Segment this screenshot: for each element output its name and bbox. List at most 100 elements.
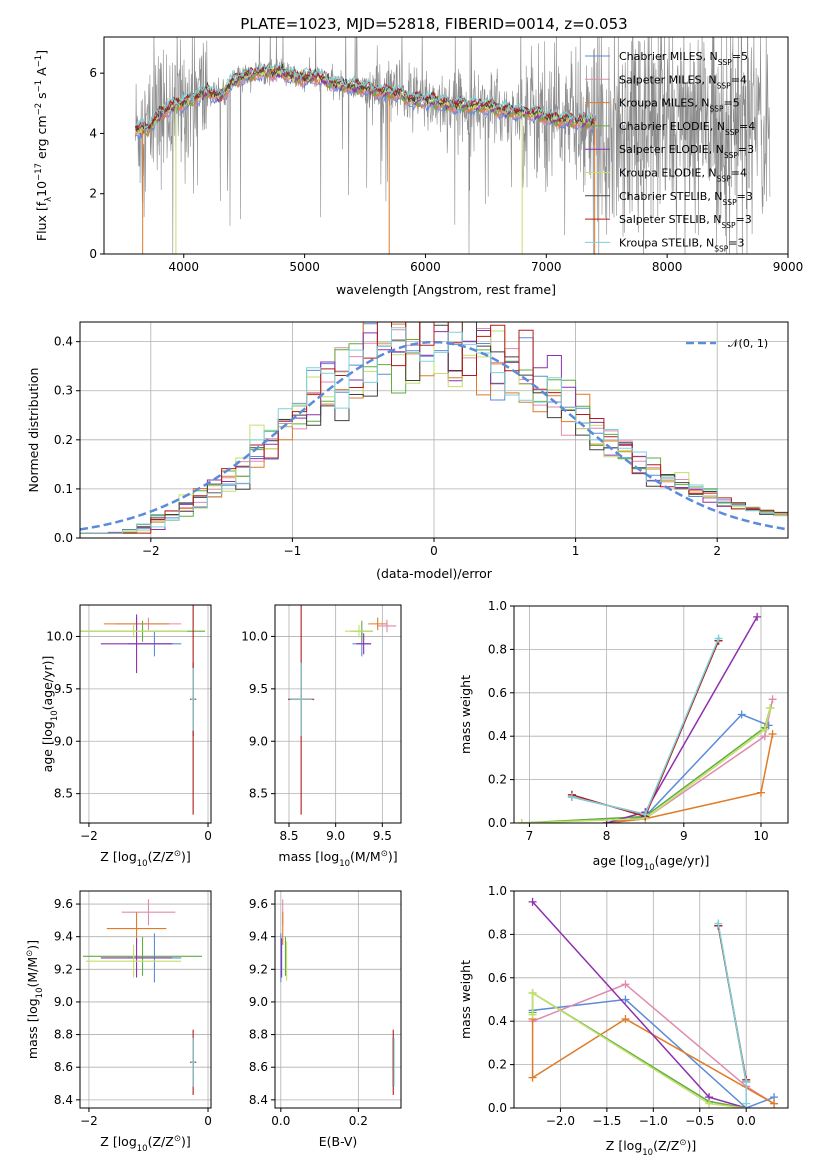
weight-marker — [742, 1099, 751, 1108]
x-axis-label-part: ⊙ — [174, 1134, 181, 1144]
y-axis-label: mass [log10(M/M⊙)] — [25, 940, 45, 1059]
weight-line — [531, 1018, 775, 1105]
y-tick-label: 2 — [89, 187, 97, 201]
y-tick-label: 1.0 — [488, 599, 507, 613]
legend-eq: = — [732, 50, 741, 63]
legend-n: , N — [694, 97, 709, 110]
mass_vs_EBV-panel: 0.0 0.2 8.4 8.6 8.8 9.0 9.2 9.4 9.6 E(B-V) — [249, 890, 402, 1149]
y-axis-label-part: erg cm — [34, 115, 49, 163]
y-tick-label: 0.6 — [488, 686, 507, 700]
figure-title: PLATE=1023, MJD=52818, FIBERID=0014, z=0… — [240, 15, 627, 33]
normal-curve — [80, 340, 788, 531]
x-tick-label: −2.0 — [546, 1114, 575, 1128]
weight-marker — [517, 819, 526, 823]
weight-marker — [705, 1099, 714, 1108]
y-axis-label-part: λ — [44, 197, 54, 202]
y-tick-label: 0.0 — [54, 531, 73, 545]
legend-entry: Salpeter STELIB, NSSP=3 — [619, 213, 752, 230]
y-tick-label: 8.5 — [54, 787, 73, 801]
y-tick-label: 0.8 — [488, 642, 507, 656]
legend-entry-name: Salpeter ELODIE — [619, 143, 709, 156]
y-tick-label: 6 — [89, 66, 97, 80]
x-tick-label: 6000 — [410, 260, 441, 274]
x-tick-label: 0.0 — [271, 1114, 290, 1128]
legend-nssp: 4 — [748, 120, 755, 133]
x-axis-label: wavelength [Angstrom, rest frame] — [336, 282, 556, 297]
legend-nssp: 5 — [741, 50, 748, 63]
y-tick-label: 8.8 — [54, 1028, 73, 1042]
y-tick-label: 0.2 — [488, 773, 507, 787]
spectrum-lines — [135, 37, 771, 254]
weight-line — [521, 707, 771, 823]
legend-entry-name: Chabrier STELIB — [619, 190, 707, 203]
legend-entry: Chabrier ELODIE, NSSP=4 — [619, 120, 755, 137]
y-tick-label: 9.0 — [54, 734, 73, 748]
weight-lines — [528, 897, 779, 1108]
legend-nssp: 3 — [738, 236, 745, 249]
x-tick-label: 4000 — [168, 260, 199, 274]
y-tick-label: 10.0 — [46, 629, 73, 643]
legend-eq: = — [739, 120, 748, 133]
x-axis-label-part: ⊙ — [381, 849, 388, 859]
x-axis-label: E(B-V) — [319, 1134, 358, 1149]
y-tick-label: 8.6 — [54, 1060, 73, 1074]
legend-n: , N — [707, 190, 722, 203]
weight-line — [606, 733, 774, 823]
weight-marker — [714, 919, 723, 928]
x-tick-label: −1.5 — [592, 1114, 621, 1128]
y-axis-label: Normed distribution — [26, 368, 41, 493]
legend-subscript: SSP — [725, 127, 740, 136]
legend-entry: 𝒩(0, 1) — [728, 337, 768, 350]
legend-entry: Kroupa MILES, NSSP=5 — [619, 97, 740, 114]
x-tick-label: 0.0 — [737, 1114, 756, 1128]
y-axis-label-part: −1 — [34, 55, 44, 68]
y-tick-label: 9.6 — [54, 897, 73, 911]
x-axis-label-part: )] — [181, 1134, 191, 1149]
x-axis-label-part: mass [log — [278, 849, 339, 864]
legend-nssp: 4 — [740, 167, 747, 180]
y-tick-label: 9.6 — [249, 897, 268, 911]
x-tick-label: 10 — [753, 829, 768, 843]
legend-nssp: 3 — [747, 143, 754, 156]
x-tick-label: 2 — [713, 544, 721, 558]
x-axis-label-part: 10 — [137, 1144, 148, 1154]
legend-eq: = — [738, 143, 747, 156]
legend-eq: = — [731, 167, 740, 180]
x-axis-label-part: )] — [686, 1138, 696, 1153]
x-axis-label-part: (age/yr)] — [655, 853, 710, 868]
x-axis-label-part: (Z/Z — [148, 849, 174, 864]
y-tick-label: 0.2 — [488, 1058, 507, 1072]
y-axis-label-part: (M/M — [25, 957, 40, 988]
x-axis-label-part: (M/M — [350, 849, 381, 864]
x-tick-label: 9 — [680, 829, 688, 843]
legend-entry-name: Kroupa STELIB — [619, 236, 699, 249]
y-axis-label-part: (age/yr)] — [40, 656, 55, 711]
x-tick-label: −1 — [284, 544, 302, 558]
weight-marker — [528, 897, 537, 906]
y-tick-label: 9.2 — [54, 962, 73, 976]
y-axis-label-part: 10 — [50, 710, 60, 721]
y-tick-label: 9.4 — [54, 930, 73, 944]
x-tick-label: −2 — [80, 829, 98, 843]
y-tick-label: 9.5 — [54, 682, 73, 696]
x-tick-label: 9000 — [773, 260, 804, 274]
weight-marker — [621, 1015, 630, 1024]
x-axis-label-part: ⊙ — [174, 849, 181, 859]
legend-eq: = — [728, 236, 737, 249]
x-tick-label: −2 — [80, 1114, 98, 1128]
x-axis-label-part: )] — [388, 849, 398, 864]
x-axis-label: Z [log10(Z/Z⊙)] — [100, 1134, 190, 1154]
errorbars — [80, 605, 206, 815]
legend-n: , N — [699, 236, 714, 249]
x-tick-label: 9.5 — [373, 829, 392, 843]
mass_vs_Z-panel: −2 08.48.68.89.09.29.49.6Z [log10(Z/Z⊙)]m… — [25, 890, 212, 1154]
y-axis-label: Flux [fλ10−17 erg cm−2 s−1 A−1] — [34, 50, 54, 241]
y-tick-label: 0.4 — [488, 729, 507, 743]
legend-subscript: SSP — [714, 244, 729, 253]
y-axis-label-part: −2 — [34, 103, 44, 116]
axes-frame — [513, 605, 789, 824]
axes-frame — [274, 890, 402, 1109]
axes-frame — [513, 890, 789, 1109]
x-axis-label-part: 10 — [137, 859, 148, 869]
legend-eq: = — [724, 97, 733, 110]
